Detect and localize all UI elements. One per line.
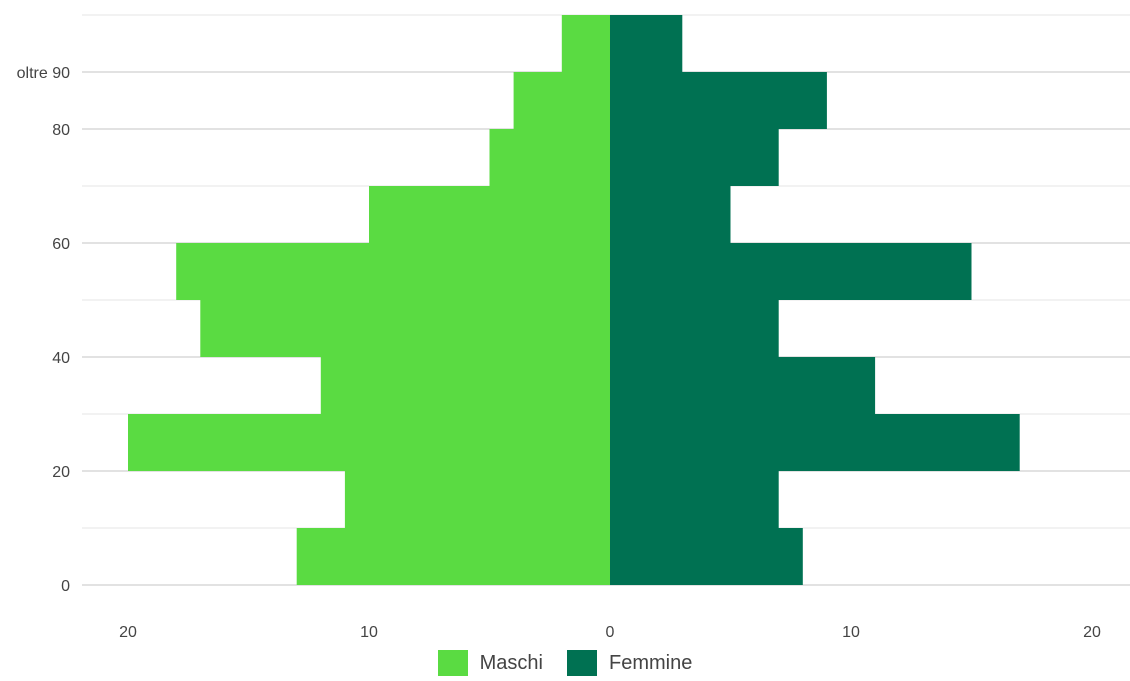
x-tick-label: 10 [360,624,378,640]
x-tick-label: 0 [606,624,615,640]
bar-femmine-70-80 [610,129,779,186]
y-tick-label: 80 [52,122,70,139]
legend-label-femmine: Femmine [609,651,693,674]
legend-swatch-femmine [567,650,597,676]
y-tick-label: 0 [61,578,70,595]
x-tick-label: 10 [842,624,860,640]
y-tick-label: 20 [52,464,70,481]
legend-item-femmine[interactable]: Femmine [567,650,692,676]
bar-femmine-50-60 [610,243,972,300]
bar-femmine-20-30 [610,414,1020,471]
legend-label-maschi: Maschi [479,651,543,674]
bar-maschi-60-70 [369,186,610,243]
bar-maschi-oltre 90 [561,15,610,72]
bar-maschi-10-20 [344,471,610,528]
bar-femmine-30-40 [610,357,876,414]
bar-maschi-40-50 [200,300,611,357]
bar-maschi-50-60 [176,243,610,300]
y-tick-label: 60 [52,236,70,253]
legend: Maschi Femmine [0,650,1130,676]
y-tick-label: oltre 90 [17,65,70,82]
bar-femmine-10-20 [610,471,779,528]
bar-maschi-20-30 [128,414,610,471]
bar-femmine-60-70 [610,186,731,243]
bar-femmine-0-10 [610,528,803,585]
y-tick-label: 40 [52,350,70,367]
bar-femmine-40-50 [610,300,779,357]
legend-item-maschi[interactable]: Maschi [437,650,543,676]
bars-layer [128,15,1020,585]
bar-maschi-30-40 [320,357,610,414]
bar-maschi-0-10 [296,528,610,585]
bar-femmine-80-90 [610,72,827,129]
axis-layer: 0 20 40 60 80 oltre 90 20 10 0 10 20 [17,65,1101,641]
bar-maschi-80-90 [513,72,610,129]
x-tick-label: 20 [119,624,137,640]
bar-femmine-oltre 90 [610,15,683,72]
bar-maschi-70-80 [489,129,610,186]
chart-svg: 0 20 40 60 80 oltre 90 20 10 0 10 20 [17,14,1130,641]
x-tick-label: 20 [1083,624,1101,640]
legend-swatch-maschi [437,650,468,676]
